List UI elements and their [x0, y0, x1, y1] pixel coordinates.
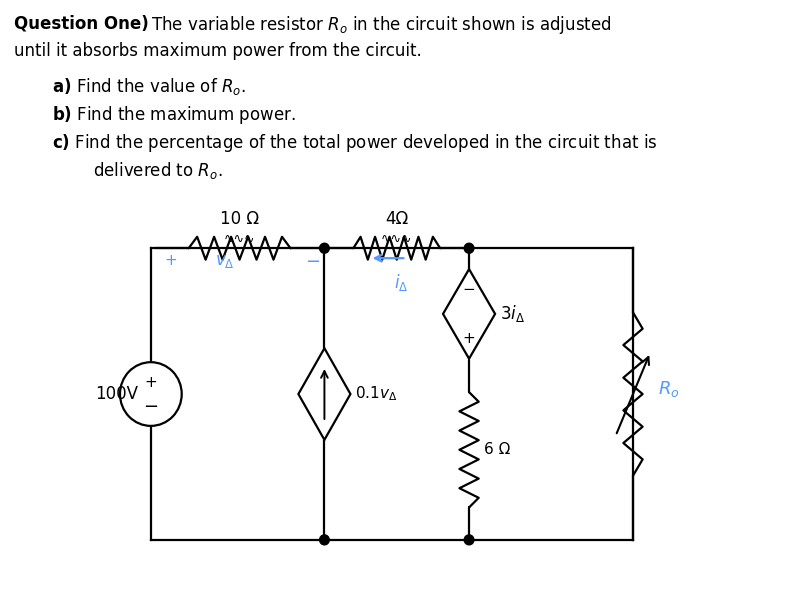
- Text: The variable resistor $R_o$ in the circuit shown is adjusted: The variable resistor $R_o$ in the circu…: [146, 14, 611, 36]
- Text: $R_o$: $R_o$: [658, 379, 680, 399]
- Text: 10 Ω: 10 Ω: [220, 211, 259, 228]
- Circle shape: [320, 243, 330, 253]
- Text: $0.1v_\Delta$: $0.1v_\Delta$: [355, 385, 398, 403]
- Text: Question One): Question One): [14, 14, 149, 33]
- Text: +: +: [145, 375, 158, 390]
- Text: $i_\Delta$: $i_\Delta$: [394, 272, 409, 293]
- Text: $3i_\Delta$: $3i_\Delta$: [500, 304, 525, 324]
- Text: $v_\Delta$: $v_\Delta$: [215, 252, 235, 270]
- Text: $\mathbf{b)}$ Find the maximum power.: $\mathbf{b)}$ Find the maximum power.: [51, 104, 295, 126]
- Text: +: +: [164, 253, 177, 268]
- Text: −: −: [462, 282, 475, 296]
- Text: 6 Ω: 6 Ω: [485, 442, 511, 457]
- Circle shape: [320, 535, 330, 545]
- Text: $\mathbf{a)}$ Find the value of $R_o$.: $\mathbf{a)}$ Find the value of $R_o$.: [51, 76, 246, 97]
- Text: 100V: 100V: [95, 385, 138, 403]
- Text: 4Ω: 4Ω: [385, 211, 408, 228]
- Circle shape: [464, 535, 474, 545]
- Text: −: −: [143, 398, 158, 416]
- Text: −: −: [305, 253, 320, 271]
- Text: ∿∿∿: ∿∿∿: [224, 233, 255, 246]
- Text: until it absorbs maximum power from the circuit.: until it absorbs maximum power from the …: [14, 42, 422, 60]
- Text: $\mathbf{c)}$ Find the percentage of the total power developed in the circuit th: $\mathbf{c)}$ Find the percentage of the…: [51, 132, 657, 154]
- Text: ∿∿∿: ∿∿∿: [381, 233, 413, 246]
- Circle shape: [464, 243, 474, 253]
- Text: +: +: [462, 331, 475, 346]
- Text: delivered to $R_o$.: delivered to $R_o$.: [93, 160, 222, 181]
